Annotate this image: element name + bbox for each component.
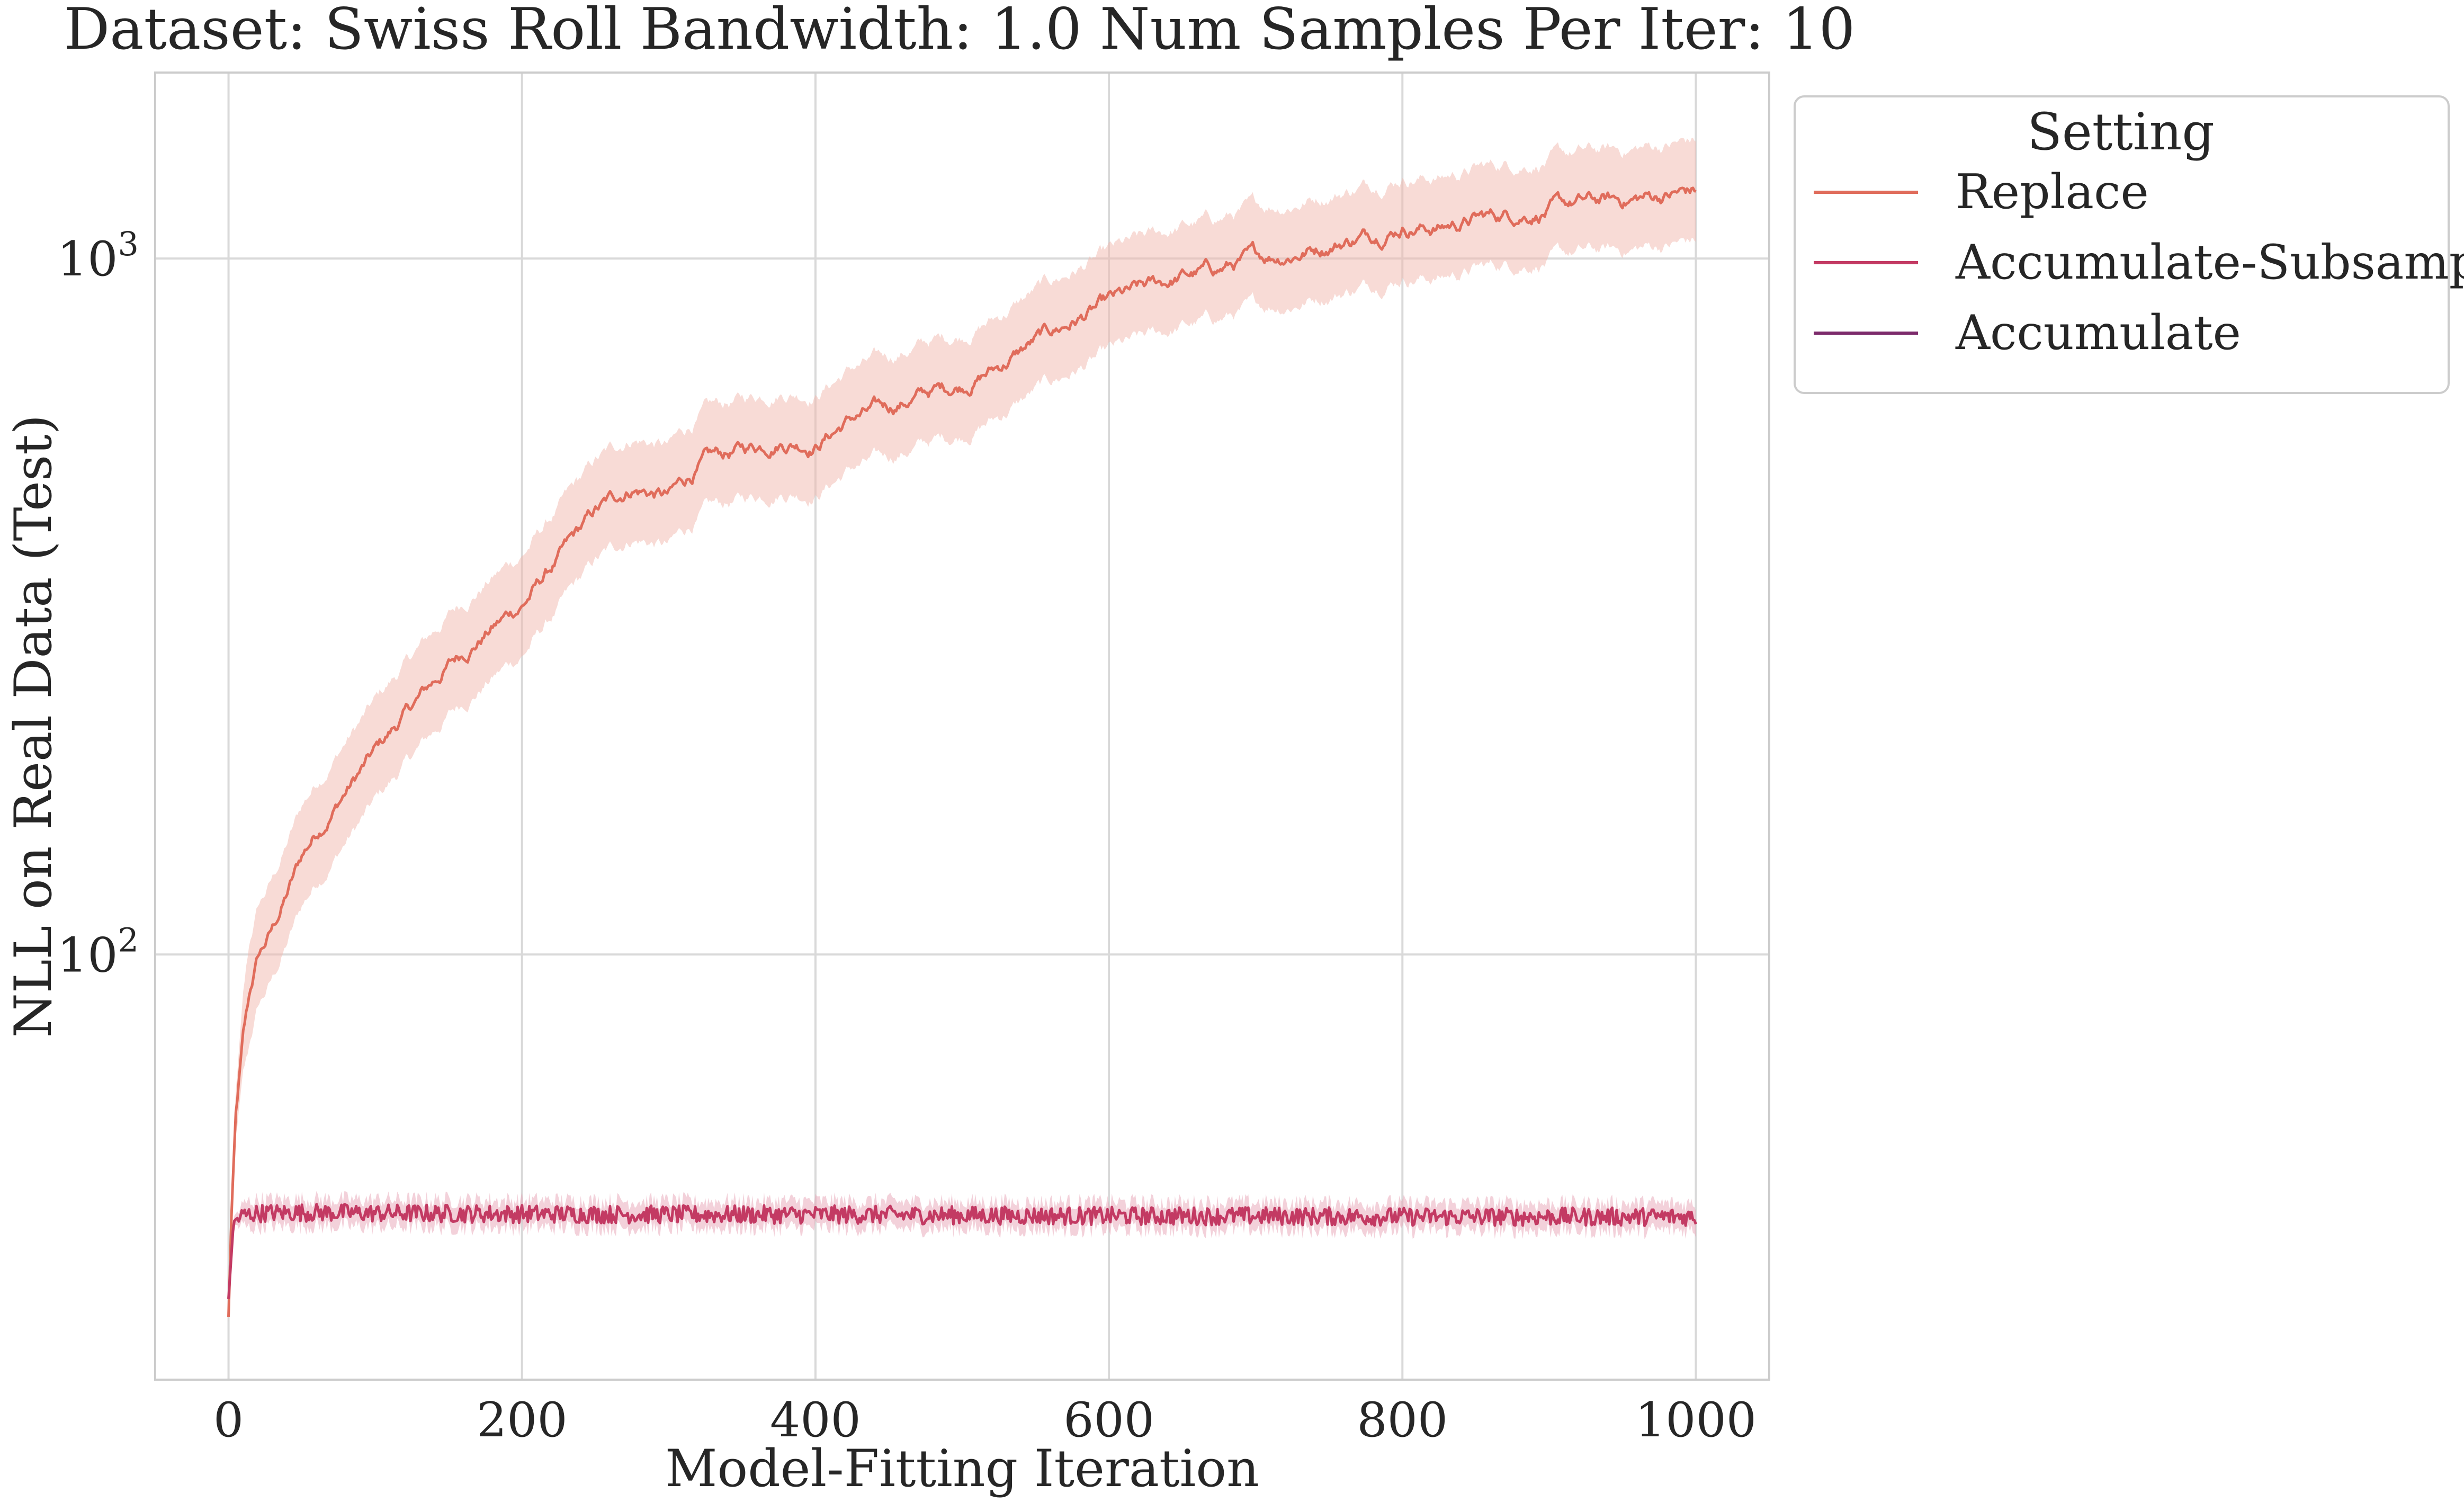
x-tick-label: 800 [1357,1392,1448,1448]
replace-band [228,138,1696,1322]
legend-label-accumulate: Accumulate [1955,305,2241,361]
x-axis-label: Model-Fitting Iteration [665,1439,1259,1498]
replace-line [227,186,1697,1317]
x-tick-label: 400 [770,1392,861,1448]
y-axis-label: NLL on Real Data (Test) [4,415,63,1038]
y-tick-labels: 102 103 [57,225,139,983]
legend-label-replace: Replace [1956,164,2149,220]
confidence-bands [228,138,1696,1322]
x-tick-labels: 0 200 400 600 800 1000 [213,1392,1757,1448]
y-tick-label: 102 [57,920,139,983]
legend-frame [1794,95,2450,394]
x-tick-label: 0 [213,1392,244,1448]
y-tick-label: 103 [57,225,139,287]
chart-title: Dataset: Swiss Roll Bandwidth: 1.0 Num S… [64,0,1856,62]
legend-items: Replace Accumulate-Subsample Accumulate [1814,164,2464,361]
x-tick-label: 200 [477,1392,568,1448]
x-tick-label: 600 [1063,1392,1154,1448]
x-tick-label: 1000 [1635,1392,1757,1448]
legend-title: Setting [2027,102,2215,162]
legend-label-accumulate-subsample: Accumulate-Subsample [1955,235,2464,290]
plot-area [154,71,1770,1381]
series-lines [227,186,1697,1317]
accumulate-subsample-line [227,1203,1697,1299]
plot-frame [154,71,1770,1381]
legend: Setting Replace Accumulate-Subsample Accum… [1794,95,2464,394]
